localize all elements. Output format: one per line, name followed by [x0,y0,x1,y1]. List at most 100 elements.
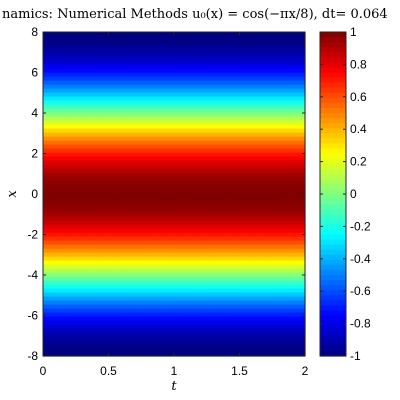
heatmap-cell [51,344,61,349]
y-tick-label: -2 [27,228,38,242]
heatmap-cell [186,304,196,309]
heatmap-cell [85,72,95,77]
heatmap-cell [169,264,179,269]
heatmap-cell [144,44,154,49]
colorbar-strip [320,178,346,185]
heatmap-cell [237,224,247,229]
heatmap-cell [135,228,146,233]
heatmap-cell [212,180,222,185]
heatmap-cell [76,328,86,333]
heatmap-cell [203,48,213,53]
heatmap-cell [228,204,238,209]
heatmap-cell [93,136,103,141]
heatmap-cell [169,168,179,173]
heatmap-cell [245,148,255,153]
heatmap-cell [76,132,86,137]
heatmap-cell [68,172,78,177]
heatmap-cell [102,296,112,301]
heatmap-cell [288,352,298,357]
heatmap-cell [237,188,247,193]
heatmap-cell [237,104,247,109]
heatmap-cell [127,212,137,217]
heatmap-cell [43,332,53,337]
heatmap-cell [262,268,272,273]
heatmap-cell [195,280,205,285]
heatmap-cell [135,312,146,317]
y-tick-label: -4 [27,268,38,282]
heatmap-cell [119,336,129,341]
heatmap-cell [93,132,103,137]
heatmap-cell [43,32,53,37]
heatmap-cell [93,280,103,285]
heatmap-cell [220,124,230,129]
heatmap-cell [152,204,162,209]
heatmap-cell [262,172,272,177]
heatmap-cell [51,144,61,149]
heatmap-cell [85,244,95,249]
heatmap-cell [110,208,120,213]
heatmap-cell [119,128,129,133]
heatmap-cell [203,240,213,245]
heatmap-cell [237,240,247,245]
heatmap-cell [85,56,95,61]
heatmap-cell [161,208,171,213]
heatmap-cell [195,320,205,325]
heatmap-cell [245,72,255,77]
heatmap-cell [169,236,179,241]
heatmap-cell [127,84,137,89]
heatmap-cell [212,160,222,165]
heatmap-cell [135,100,146,105]
heatmap-cell [135,84,146,89]
heatmap-cell [279,36,289,41]
heatmap-cell [93,144,103,149]
heatmap-cell [288,232,298,237]
heatmap-cell [228,100,238,105]
heatmap-cell [296,348,306,353]
heatmap-cell [102,256,112,261]
heatmap-cell [152,104,162,109]
heatmap-cell [135,272,146,277]
heatmap-cell [135,164,146,169]
heatmap-cell [271,312,281,317]
heatmap-cell [110,160,120,165]
heatmap-cell [59,288,69,293]
heatmap-cell [228,40,238,45]
heatmap-cell [144,144,154,149]
heatmap-cell [59,272,69,277]
colorbar-tick-label: -0.2 [350,219,371,233]
heatmap-cell [110,348,120,353]
heatmap-cell [212,184,222,189]
heatmap-cell [110,96,120,101]
heatmap-cell [228,228,238,233]
heatmap-cell [152,264,162,269]
heatmap-cell [135,160,146,165]
heatmap-cell [254,144,264,149]
heatmap-cell [51,152,61,157]
heatmap-cell [51,208,61,213]
heatmap-cell [93,60,103,65]
heatmap-cell [93,208,103,213]
colorbar-strip [320,113,346,119]
heatmap-cell [51,40,61,45]
heatmap-cell [279,312,289,317]
heatmap-cell [186,108,196,113]
heatmap-cell [245,296,255,301]
heatmap-cell [220,248,230,253]
heatmap-cell [43,296,53,301]
heatmap-cell [296,40,306,45]
heatmap-cell [127,116,137,121]
heatmap-cell [93,296,103,301]
heatmap-cell [203,148,213,153]
heatmap-cell [203,348,213,353]
heatmap-cell [178,112,188,117]
heatmap-cell [186,208,196,213]
heatmap-cell [186,72,196,77]
heatmap-cell [203,76,213,81]
heatmap-cell [102,120,112,125]
heatmap-cell [178,136,188,141]
heatmap-cell [296,180,306,185]
heatmap-cell [76,212,86,217]
heatmap-cell [262,196,272,201]
heatmap-cell [152,328,162,333]
heatmap-cell [85,212,95,217]
